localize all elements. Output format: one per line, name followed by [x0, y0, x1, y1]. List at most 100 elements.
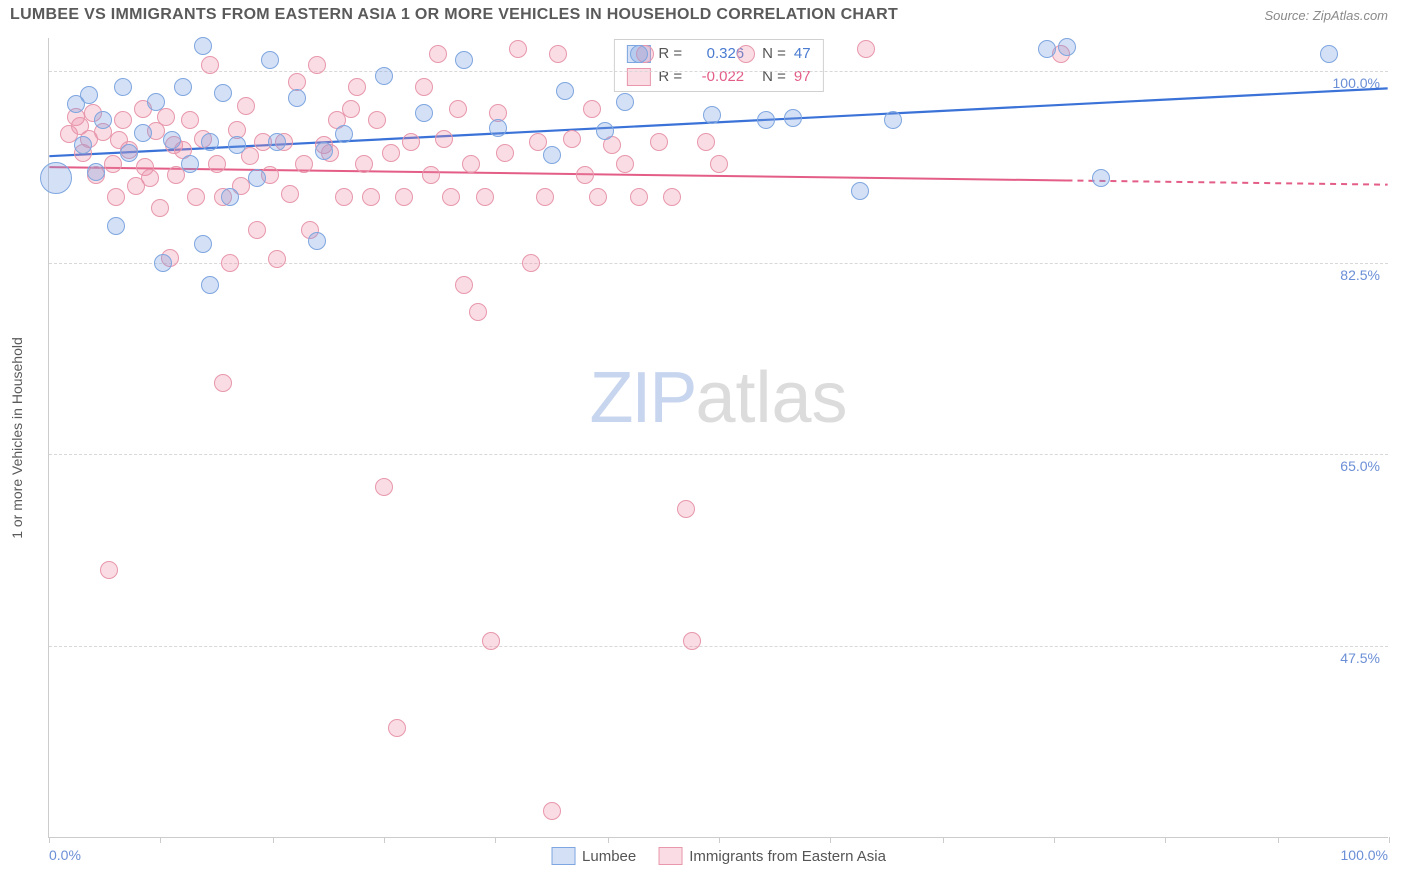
data-point	[201, 56, 219, 74]
data-point	[415, 104, 433, 122]
data-point	[221, 254, 239, 272]
data-point	[455, 51, 473, 69]
data-point	[462, 155, 480, 173]
data-point	[80, 86, 98, 104]
data-point	[851, 182, 869, 200]
data-point	[268, 250, 286, 268]
data-point	[697, 133, 715, 151]
data-point	[549, 45, 567, 63]
x-axis-max-label: 100.0%	[1341, 847, 1388, 863]
data-point	[201, 276, 219, 294]
y-axis-label: 1 or more Vehicles in Household	[9, 337, 25, 539]
data-point	[710, 155, 728, 173]
r-value: -0.022	[690, 66, 744, 89]
data-point	[703, 106, 721, 124]
data-point	[449, 100, 467, 118]
data-point	[469, 303, 487, 321]
data-point	[315, 142, 333, 160]
series-name: Lumbee	[582, 848, 636, 865]
data-point	[163, 131, 181, 149]
data-point	[650, 133, 668, 151]
n-label: N =	[762, 43, 786, 66]
data-point	[884, 111, 902, 129]
data-point	[237, 97, 255, 115]
data-point	[114, 78, 132, 96]
data-point	[174, 78, 192, 96]
data-point	[308, 56, 326, 74]
data-point	[415, 78, 433, 96]
data-point	[563, 130, 581, 148]
data-point	[194, 37, 212, 55]
data-point	[388, 719, 406, 737]
r-label: R =	[658, 43, 682, 66]
data-point	[1092, 169, 1110, 187]
data-point	[522, 254, 540, 272]
data-point	[616, 93, 634, 111]
data-point	[355, 155, 373, 173]
data-point	[402, 133, 420, 151]
data-point	[208, 155, 226, 173]
data-point	[214, 374, 232, 392]
data-point	[382, 144, 400, 162]
data-point	[288, 89, 306, 107]
n-label: N =	[762, 66, 786, 89]
data-point	[757, 111, 775, 129]
data-point	[857, 40, 875, 58]
data-point	[74, 136, 92, 154]
data-point	[107, 188, 125, 206]
data-point	[442, 188, 460, 206]
source-attribution: Source: ZipAtlas.com	[1264, 8, 1388, 23]
data-point	[94, 111, 112, 129]
data-point	[375, 478, 393, 496]
data-point	[335, 125, 353, 143]
data-point	[429, 45, 447, 63]
legend-item-series1: Lumbee	[551, 847, 636, 865]
data-point	[1038, 40, 1056, 58]
swatch-icon	[658, 847, 682, 865]
data-point	[295, 155, 313, 173]
legend-item-series2: Immigrants from Eastern Asia	[658, 847, 886, 865]
y-tick-label: 100.0%	[1333, 75, 1380, 91]
data-point	[87, 163, 105, 181]
chart-title: LUMBEE VS IMMIGRANTS FROM EASTERN ASIA 1…	[10, 6, 898, 24]
data-point	[147, 93, 165, 111]
data-point	[543, 146, 561, 164]
data-point	[342, 100, 360, 118]
data-point	[120, 144, 138, 162]
data-point	[214, 84, 232, 102]
data-point	[268, 133, 286, 151]
series-legend: Lumbee Immigrants from Eastern Asia	[551, 847, 886, 865]
data-point	[281, 185, 299, 203]
data-point	[134, 124, 152, 142]
data-point	[784, 109, 802, 127]
data-point	[1058, 38, 1076, 56]
data-point	[663, 188, 681, 206]
data-point	[596, 122, 614, 140]
data-point	[335, 188, 353, 206]
data-point	[362, 188, 380, 206]
data-point	[630, 45, 648, 63]
data-point	[589, 188, 607, 206]
data-point	[201, 133, 219, 151]
data-point	[348, 78, 366, 96]
data-point	[141, 169, 159, 187]
series-name: Immigrants from Eastern Asia	[689, 848, 886, 865]
data-point	[576, 166, 594, 184]
data-point	[248, 169, 266, 187]
y-tick-label: 65.0%	[1340, 458, 1380, 474]
r-label: R =	[658, 66, 682, 89]
swatch-icon	[551, 847, 575, 865]
data-point	[154, 254, 172, 272]
data-point	[536, 188, 554, 206]
data-point	[368, 111, 386, 129]
data-point	[104, 155, 122, 173]
data-point	[509, 40, 527, 58]
data-point	[221, 188, 239, 206]
data-point	[543, 802, 561, 820]
data-point	[395, 188, 413, 206]
data-point	[151, 199, 169, 217]
data-point	[288, 73, 306, 91]
data-point	[683, 632, 701, 650]
x-axis-min-label: 0.0%	[49, 847, 81, 863]
data-point	[187, 188, 205, 206]
